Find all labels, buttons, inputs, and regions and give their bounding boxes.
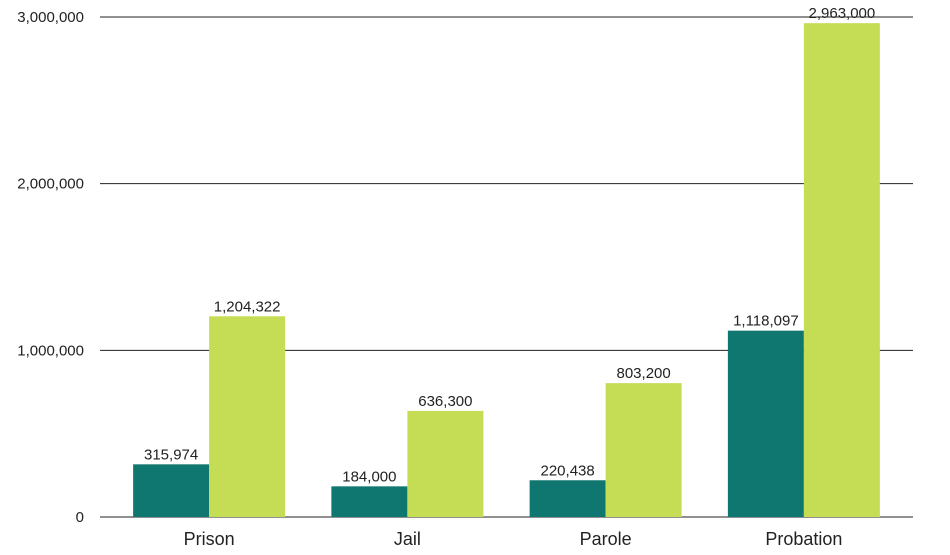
data-label: 184,000 bbox=[342, 468, 396, 485]
x-tick-label: Parole bbox=[580, 529, 632, 549]
data-label: 315,974 bbox=[144, 446, 198, 463]
bar bbox=[407, 410, 484, 517]
bar bbox=[331, 486, 408, 517]
y-tick-label: 2,000,000 bbox=[17, 176, 84, 193]
data-label: 2,963,000 bbox=[809, 5, 876, 22]
y-axis-tick-labels: 0 1,000,000 2,000,000 3,000,000 bbox=[17, 9, 84, 526]
data-label: 1,118,097 bbox=[733, 313, 799, 330]
bar bbox=[605, 383, 682, 517]
data-label: 636,300 bbox=[418, 393, 472, 410]
x-axis-category-labels: Prison Jail Parole Probation bbox=[184, 529, 843, 549]
data-label: 803,200 bbox=[617, 365, 671, 382]
x-tick-label: Prison bbox=[184, 529, 235, 549]
bar bbox=[209, 316, 286, 517]
y-tick-label: 1,000,000 bbox=[17, 342, 84, 359]
x-tick-label: Jail bbox=[394, 529, 421, 549]
data-labels: 315,974 1,204,322 184,000 636,300 220,438 803… bbox=[144, 5, 875, 485]
x-tick-label: Probation bbox=[765, 529, 842, 549]
y-tick-label: 3,000,000 bbox=[17, 9, 84, 26]
data-label: 1,204,322 bbox=[214, 298, 281, 315]
bar bbox=[803, 23, 880, 518]
bar bbox=[727, 330, 804, 517]
y-tick-label: 0 bbox=[76, 509, 84, 526]
data-label: 220,438 bbox=[541, 462, 595, 479]
bar bbox=[529, 480, 606, 517]
bar bbox=[133, 464, 210, 517]
bars bbox=[133, 23, 880, 518]
